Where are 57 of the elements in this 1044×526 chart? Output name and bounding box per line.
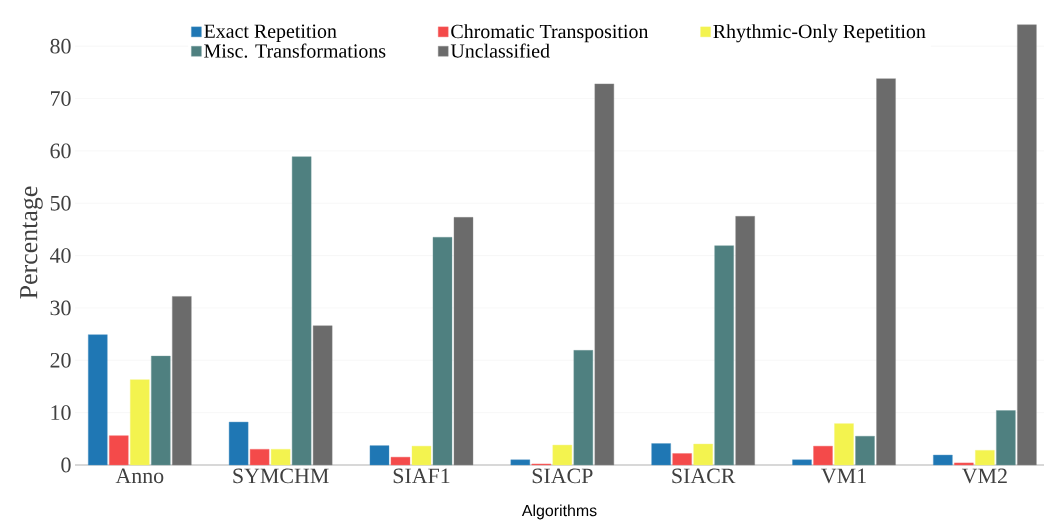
bar xyxy=(312,325,333,466)
bar xyxy=(88,334,108,466)
bar xyxy=(1017,24,1037,466)
bar xyxy=(453,217,474,466)
bar xyxy=(552,444,573,466)
bar xyxy=(228,421,249,466)
y-tick-label: 80 xyxy=(50,38,71,54)
bar xyxy=(510,459,531,466)
bar xyxy=(855,436,875,466)
bar xyxy=(109,435,129,466)
legend-label: Exact Repetition xyxy=(204,24,337,42)
bar xyxy=(834,423,854,466)
bar xyxy=(594,83,615,466)
bar xyxy=(996,410,1016,466)
legend-label: Rhythmic-Only Repetition xyxy=(713,24,926,43)
y-axis-title: Percentage xyxy=(20,186,43,299)
bar xyxy=(693,443,713,466)
bar xyxy=(876,78,896,466)
bar xyxy=(672,453,692,466)
bar xyxy=(390,456,411,466)
bar xyxy=(954,462,974,466)
bar xyxy=(249,449,270,466)
bar xyxy=(172,296,192,466)
legend-label: Chromatic Transposition xyxy=(451,24,649,43)
x-axis-title: Algorithms xyxy=(521,504,597,520)
y-tick-label: 30 xyxy=(50,300,71,316)
bar xyxy=(792,459,812,466)
x-tick-label: SIACP xyxy=(532,468,593,484)
y-tick-label: 40 xyxy=(49,248,71,263)
bar xyxy=(651,443,671,466)
bar xyxy=(813,445,833,466)
y-tick-label: 20 xyxy=(50,352,71,368)
x-tick-label: VM1 xyxy=(821,468,866,484)
legend-label: Unclassified xyxy=(450,43,550,58)
legend-label: Misc. Transformations xyxy=(204,43,386,58)
y-tick-label: 60 xyxy=(50,143,71,159)
bar xyxy=(714,245,734,466)
bar xyxy=(291,156,312,466)
bar xyxy=(130,379,150,466)
bar xyxy=(735,216,755,466)
x-tick-label: Anno xyxy=(115,468,164,484)
y-tick-label: 50 xyxy=(50,195,71,211)
bar xyxy=(151,355,171,466)
x-tick-label: SIACR xyxy=(672,468,736,484)
y-tick-label: 70 xyxy=(51,91,71,106)
bar xyxy=(432,237,453,466)
bar xyxy=(975,450,995,466)
y-tick-label: 0 xyxy=(61,457,71,473)
bar xyxy=(411,445,432,466)
x-tick-label: VM2 xyxy=(961,468,1007,484)
bar xyxy=(933,454,953,466)
x-tick-label: SIAF1 xyxy=(393,468,450,484)
bar xyxy=(270,449,291,466)
bar xyxy=(369,445,390,466)
y-tick-label: 10 xyxy=(51,405,71,421)
bar xyxy=(573,350,594,466)
x-tick-label: SYMCHM xyxy=(233,468,329,484)
